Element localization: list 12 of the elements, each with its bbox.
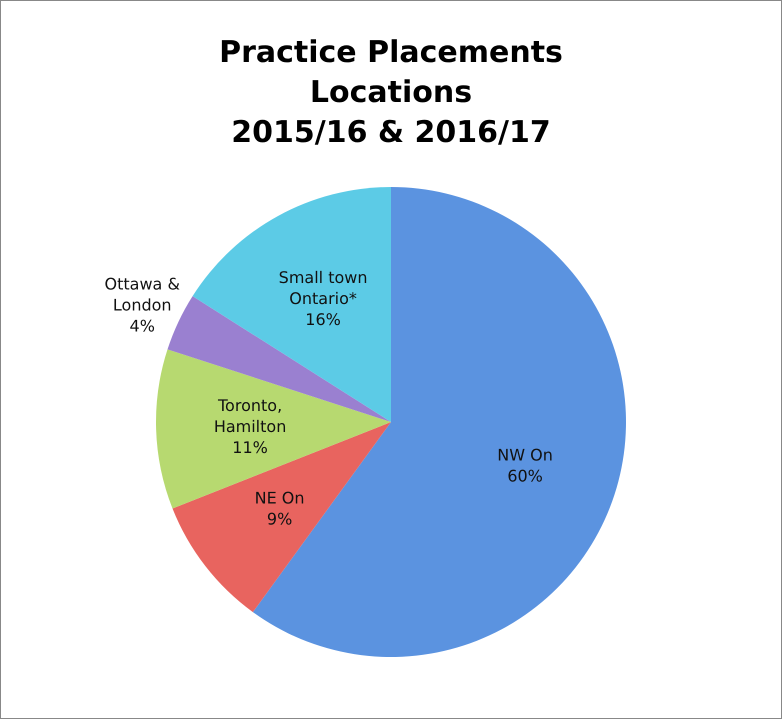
chart-title: Practice Placements Locations 2015/16 & 2016/17 xyxy=(219,35,563,150)
data-label: 11% xyxy=(232,438,268,458)
slice-label: NE On xyxy=(254,488,305,508)
data-label: 4% xyxy=(130,316,155,336)
data-label: 60% xyxy=(507,466,543,486)
data-label: 16% xyxy=(305,310,341,330)
slice-label: Small town Ontario* xyxy=(278,268,368,308)
slice-label: Ottawa & London xyxy=(104,274,180,315)
slice-label: NW On xyxy=(497,446,553,465)
data-label: 9% xyxy=(266,510,292,529)
slice-label: Toronto, Hamilton xyxy=(214,396,286,436)
pie-slice xyxy=(156,349,391,509)
